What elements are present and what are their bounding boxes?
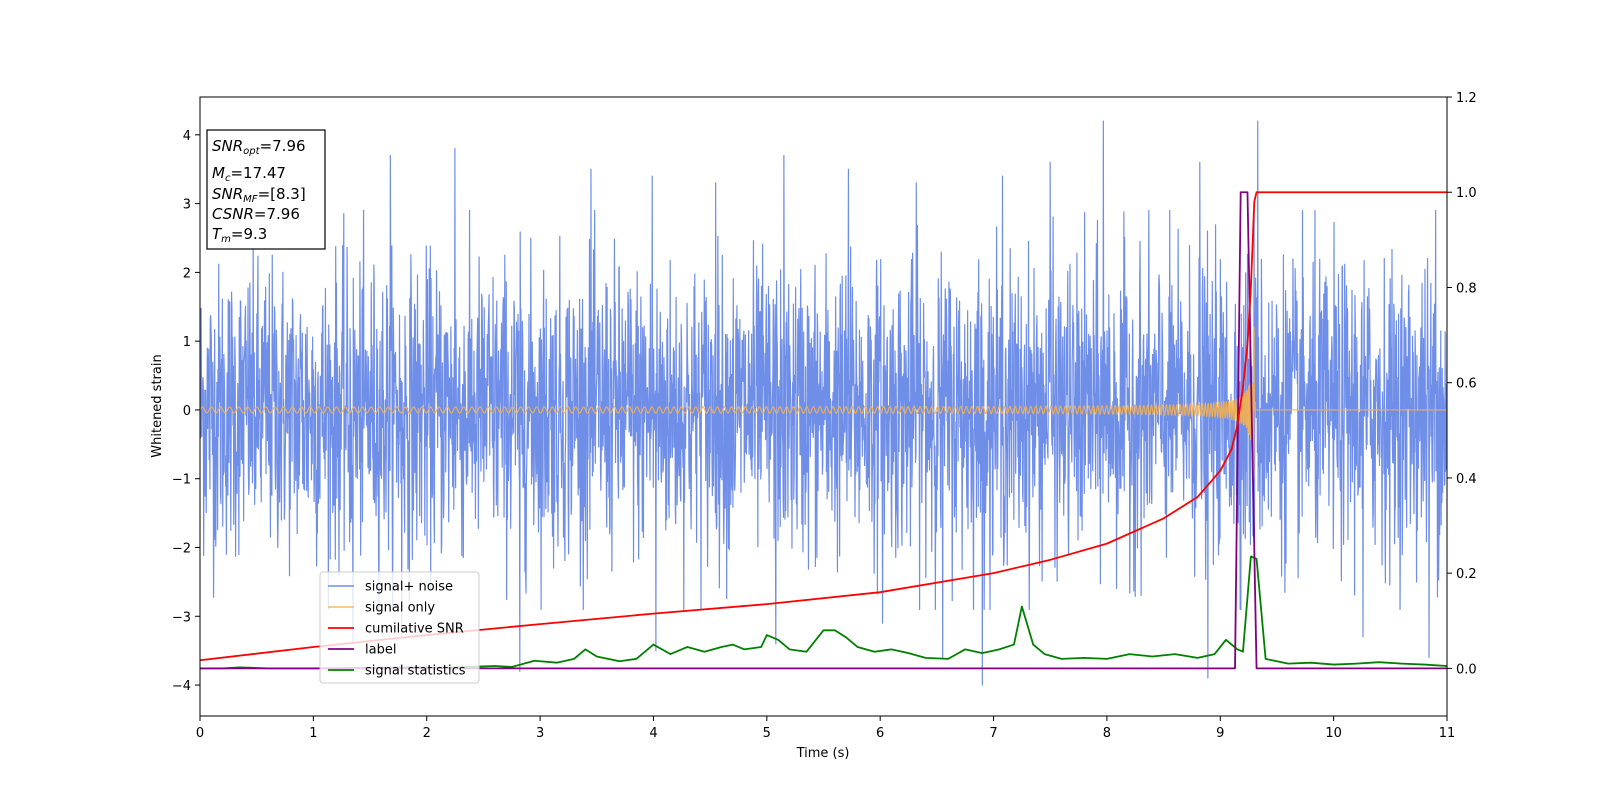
x-tick-label: 10 [1325, 726, 1342, 741]
y-tick-label: −2 [172, 541, 191, 556]
x-axis: 0 1 2 3 4 5 6 7 8 9 10 11 [196, 716, 1455, 741]
y-tick-label: 4 [183, 129, 191, 144]
y-axis-label: Whitened strain [150, 354, 165, 457]
series-signal-noise [200, 120, 1447, 686]
info-mc: Mc=17.47 [212, 164, 286, 184]
series-signal-only [200, 326, 1447, 479]
y-tick-label: −3 [172, 610, 191, 625]
plot-series [200, 120, 1447, 686]
legend-label: signal statistics [365, 664, 466, 679]
x-tick-label: 6 [876, 726, 884, 741]
y2-tick-label: 0.0 [1456, 662, 1477, 677]
info-box: SNRopt=7.96 Mc=17.47 SNRMF=[8.3] CSNR=7.… [206, 129, 326, 250]
x-tick-label: 1 [309, 726, 317, 741]
info-tm: Tm=9.3 [212, 225, 267, 245]
y-axis-left: −4 −3 −2 −1 0 1 2 3 4 [172, 129, 200, 694]
x-tick-label: 2 [423, 726, 431, 741]
info-snr-mf: SNRMF=[8.3] [212, 185, 306, 205]
x-tick-label: 7 [989, 726, 997, 741]
x-tick-label: 3 [536, 726, 544, 741]
x-tick-label: 5 [763, 726, 771, 741]
plot-frame [199, 96, 1448, 717]
x-tick-label: 4 [649, 726, 657, 741]
info-snr-opt: SNRopt=7.96 [212, 137, 306, 157]
x-tick-label: 8 [1103, 726, 1111, 741]
series-signal-statistics [200, 555, 1447, 670]
y2-tick-label: 1.0 [1456, 186, 1477, 201]
legend-frame [319, 571, 480, 684]
x-tick-label: 11 [1439, 726, 1456, 741]
x-tick-label: 0 [196, 726, 204, 741]
y2-tick-label: 0.4 [1456, 472, 1477, 487]
legend-label: signal+ noise [365, 580, 453, 595]
x-tick-label: 9 [1216, 726, 1224, 741]
y2-tick-label: 0.2 [1456, 567, 1477, 582]
legend-label: cumilative SNR [365, 622, 464, 637]
y-tick-label: −4 [172, 679, 191, 694]
legend: signal+ noise signal only cumilative SNR la… [319, 571, 480, 684]
x-axis-label: Time (s) [796, 746, 850, 761]
info-csnr: CSNR=7.96 [212, 205, 300, 223]
y2-tick-label: 0.6 [1456, 377, 1477, 392]
legend-label: signal only [365, 601, 435, 616]
y-axis-right: 0.0 0.2 0.4 0.6 0.8 1.0 1.2 [1447, 91, 1477, 677]
y-tick-label: 1 [183, 335, 191, 350]
y2-tick-label: 0.8 [1456, 281, 1477, 296]
y-tick-label: −1 [172, 473, 191, 488]
info-box-frame [206, 129, 326, 250]
legend-label: label [365, 643, 396, 658]
y-tick-label: 3 [183, 198, 191, 213]
y-tick-label: 2 [183, 266, 191, 281]
series-label [200, 191, 1447, 670]
y-tick-label: 0 [183, 404, 191, 419]
series-cumulative-snr [200, 191, 1447, 662]
y2-tick-label: 1.2 [1456, 91, 1477, 106]
